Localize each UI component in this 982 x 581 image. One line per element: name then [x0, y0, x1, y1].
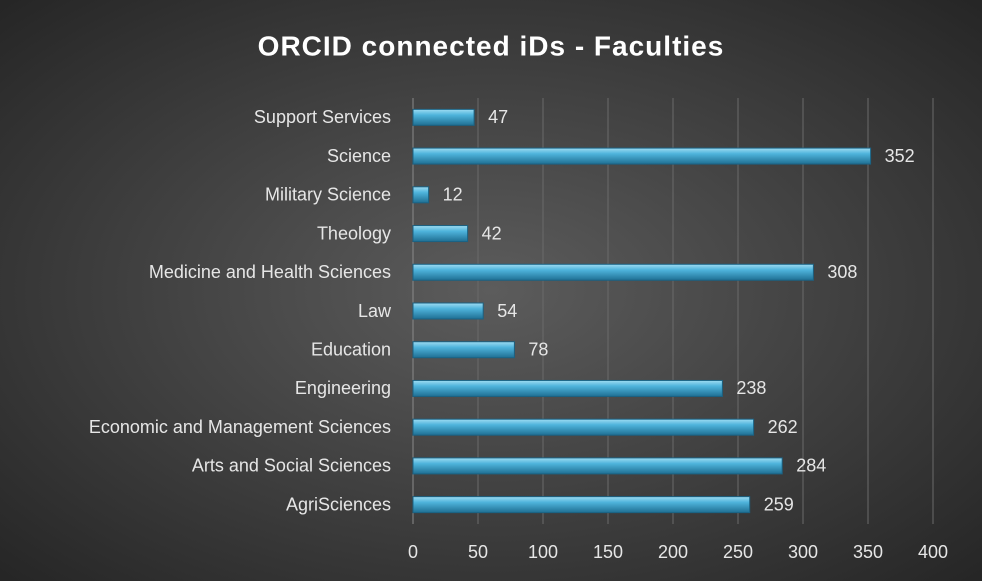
chart-title: ORCID connected iDs - Faculties — [258, 30, 725, 61]
x-tick-label: 350 — [853, 542, 883, 562]
x-tick-label: 100 — [528, 542, 558, 562]
bar — [412, 418, 755, 436]
bar — [412, 147, 872, 165]
x-tick-label: 50 — [468, 542, 488, 562]
y-tick-label: Theology — [317, 223, 391, 243]
value-label: 54 — [497, 301, 517, 321]
y-tick-label: Education — [311, 339, 391, 359]
bar — [412, 263, 814, 281]
y-tick-label: Medicine and Health Sciences — [149, 262, 391, 282]
value-label: 238 — [736, 378, 766, 398]
y-tick-label: Science — [327, 146, 391, 166]
bar — [412, 457, 783, 475]
value-label: 42 — [482, 223, 502, 243]
y-tick-label: Law — [358, 301, 392, 321]
bar — [412, 108, 475, 126]
value-label: 352 — [885, 146, 915, 166]
x-tick-label: 250 — [723, 542, 753, 562]
bar — [412, 379, 723, 397]
value-label: 47 — [488, 107, 508, 127]
x-tick-label: 400 — [918, 542, 948, 562]
x-tick-label: 200 — [658, 542, 688, 562]
y-tick-label: Military Science — [265, 185, 391, 205]
bar — [412, 186, 430, 204]
bar — [412, 496, 751, 514]
value-label: 78 — [528, 339, 548, 359]
bar — [412, 302, 484, 320]
bar — [412, 225, 469, 243]
value-label: 284 — [796, 456, 826, 476]
y-tick-label: AgriSciences — [286, 494, 391, 514]
y-tick-label: Engineering — [295, 378, 391, 398]
value-label: 308 — [827, 262, 857, 282]
bar — [412, 341, 515, 359]
value-label: 12 — [443, 185, 463, 205]
x-tick-label: 300 — [788, 542, 818, 562]
x-tick-label: 0 — [408, 542, 418, 562]
y-tick-label: Arts and Social Sciences — [192, 456, 391, 476]
y-tick-label: Economic and Management Sciences — [89, 417, 391, 437]
y-tick-label: Support Services — [254, 107, 391, 127]
value-label: 259 — [764, 494, 794, 514]
value-label: 262 — [768, 417, 798, 437]
x-tick-label: 150 — [593, 542, 623, 562]
